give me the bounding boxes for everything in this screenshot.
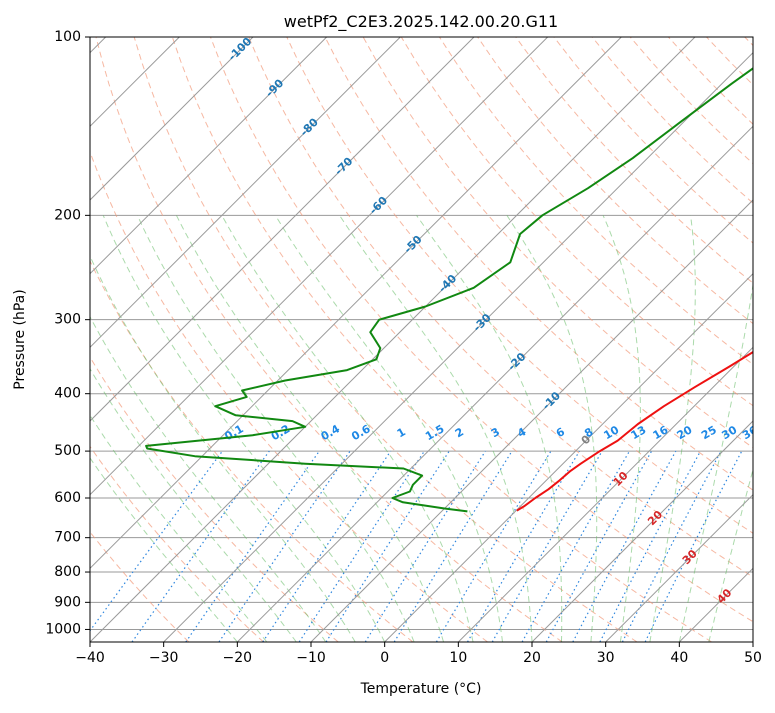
isotherm-line [0,37,400,642]
pressure-gridlines [90,37,753,629]
dry-adiabat [516,37,775,642]
dry-adiabat [439,37,775,642]
isotherm-line [164,37,769,642]
isotherm-label: -10 [540,389,563,412]
isotherm-label: -80 [298,115,321,138]
isotherm-line [0,37,253,642]
isotherm-label: -100 [226,35,255,64]
mixing-ratio-line [468,451,580,642]
dry-adiabat [745,37,775,642]
x-tick-label: −30 [149,650,179,666]
x-tick-label: 20 [523,650,541,666]
dry-adiabat [58,37,488,642]
isotherm-line [753,37,775,642]
y-tick-label: 700 [54,530,81,546]
x-tick-label: 0 [380,650,389,666]
x-tick-label: −10 [296,650,326,666]
dry-adiabat [134,37,637,642]
moist-adiabat [275,215,502,642]
mixing-ratio-label: 0.1 [222,422,245,443]
mixing-ratio-label: 6 [554,425,567,440]
x-axis: −40 −30 −20 −10 0 10 20 30 40 50 [75,642,762,666]
mixing-ratio-label: 4 [515,425,528,440]
y-axis: 100 200 300 400 500 600 700 800 900 1000 [45,29,90,637]
isotherm-label: -30 [471,311,494,334]
mixing-ratio-line [645,451,742,642]
dry-adiabat [0,37,264,642]
y-tick-label: 800 [54,564,81,580]
y-tick-label: 400 [54,386,81,402]
mixing-ratio-line [546,451,651,642]
dry-adiabat [592,37,775,642]
mixing-ratio-label: 20 [675,423,695,442]
isotherm-label: -40 [436,272,459,295]
mixing-ratio-line [132,451,269,642]
mixing-ratio-label: 13 [629,423,649,442]
plot-area: -100-90-80-70-60-50-40-30-20-10010203040… [0,35,775,642]
reference-line-labels: -100-90-80-70-60-50-40-30-20-10010203040… [222,35,760,607]
x-tick-label: 50 [744,650,762,666]
y-tick-label: 1000 [45,621,81,637]
mixing-ratio-label: 1.5 [423,422,446,443]
x-tick-label: −40 [75,650,105,666]
x-tick-label: 30 [597,650,615,666]
y-tick-label: 200 [54,207,81,223]
mixing-ratio-line [365,451,485,642]
moist-adiabat [103,215,385,642]
isotherm-label: -90 [263,76,286,99]
x-axis-label: Temperature (°C) [360,681,482,697]
y-tick-label: 900 [54,594,81,610]
dry-adiabat [668,37,775,642]
mixing-ratio-line [219,451,350,642]
y-axis-label: Pressure (hPa) [12,289,28,389]
dry-adiabat [0,37,189,642]
mixing-ratio-label: 36 [740,423,760,442]
isotherm-label: -60 [367,194,390,217]
x-tick-label: −20 [223,650,253,666]
y-tick-label: 100 [54,29,81,45]
isotherm-line [458,37,775,642]
plot-frame [90,37,753,642]
dry-adiabat [554,37,775,642]
mixing-ratio-label: 1 [395,425,408,440]
mixing-ratio-label: 3 [489,425,502,440]
isotherm-line [532,37,775,642]
x-tick-label: 10 [449,650,467,666]
mixing-ratio-label: 16 [651,423,671,442]
mixing-ratio-label: 25 [699,423,719,442]
isotherm-label: -70 [332,155,355,178]
y-tick-label: 300 [54,312,81,328]
moist-adiabat [176,215,443,642]
isotherm-line [0,37,327,642]
moist-adiabat [0,215,237,642]
x-tick-label: 40 [670,650,688,666]
mixing-ratio-label: 2 [453,425,466,440]
chart-title: wetPf2_C2E3.2025.142.00.20.G11 [284,12,558,32]
mixing-ratio-line [82,451,223,642]
dry-adiabats [0,37,775,642]
y-tick-label: 500 [54,443,81,459]
y-tick-label: 600 [54,490,81,506]
isotherm-line [0,37,474,642]
dry-adiabat [96,37,562,642]
mixing-ratio-lines [82,451,742,642]
isotherm-label: -50 [401,233,424,256]
mixing-ratio-line [394,451,512,642]
mixing-ratio-line [326,451,449,642]
dry-adiabat [20,37,413,642]
mixing-ratio-label: 0.4 [319,422,343,443]
dry-adiabat [707,37,775,642]
isotherms [0,37,775,642]
mixing-ratio-line [299,451,424,642]
isotherm-line [385,37,775,642]
isotherm-line [16,37,621,642]
moist-adiabat [709,215,775,642]
mixing-ratio-line [263,451,391,642]
isotherm-line [90,37,695,642]
